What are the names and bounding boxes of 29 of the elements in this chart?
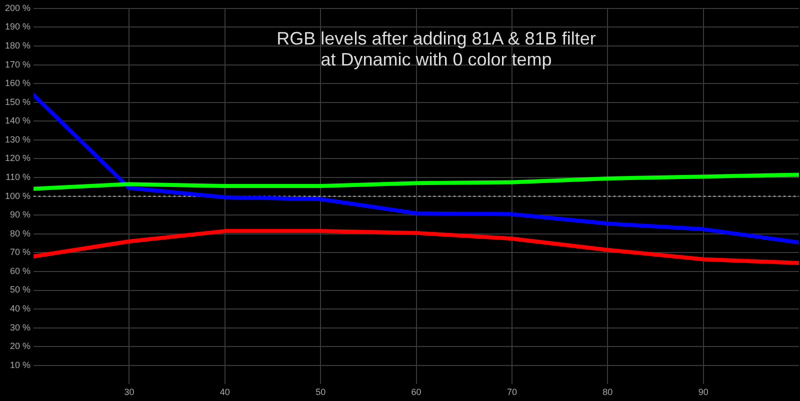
y-tick-label: 200 % [4,2,31,13]
text: at Dynamic with 0 color temp [320,49,552,70]
y-tick-label: 190 % [4,22,31,32]
y-tick-label: 170 % [4,59,31,70]
y-tick-label: 50 % [10,284,31,295]
x-tick-label: 90 [698,387,708,398]
text: RGB levels after adding 81A & 81B filter [276,28,596,48]
y-tick-label: 30 % [10,322,31,332]
y-tick-label: 110 % [6,172,31,182]
y-tick-label: 40 % [10,304,31,314]
y-tick-label: 80 % [10,228,31,238]
y-tick-label: 100 % [4,190,31,201]
x-tick-label: 50 [316,387,326,398]
y-tick-label: 10 % [10,360,31,370]
x-tick-label: 80 [602,387,613,398]
y-tick-label: 120 % [4,153,31,164]
y-tick-label: 140 % [4,116,31,126]
y-tick-label: 90 % [10,210,31,220]
x-tick-label: 70 [506,387,517,398]
y-tick-label: 20 % [10,341,31,352]
y-tick-label: 70 % [10,247,31,258]
x-tick-label: 30 [124,387,134,398]
y-tick-label: 130 % [4,134,31,144]
y-tick-label: 180 % [4,40,31,50]
x-tick-label: 60 [411,387,422,398]
y-tick-label: 160 % [4,78,31,88]
x-tick-label: 40 [220,387,230,398]
y-tick-label: 150 % [4,96,31,107]
y-tick-label: 60 % [10,266,31,276]
